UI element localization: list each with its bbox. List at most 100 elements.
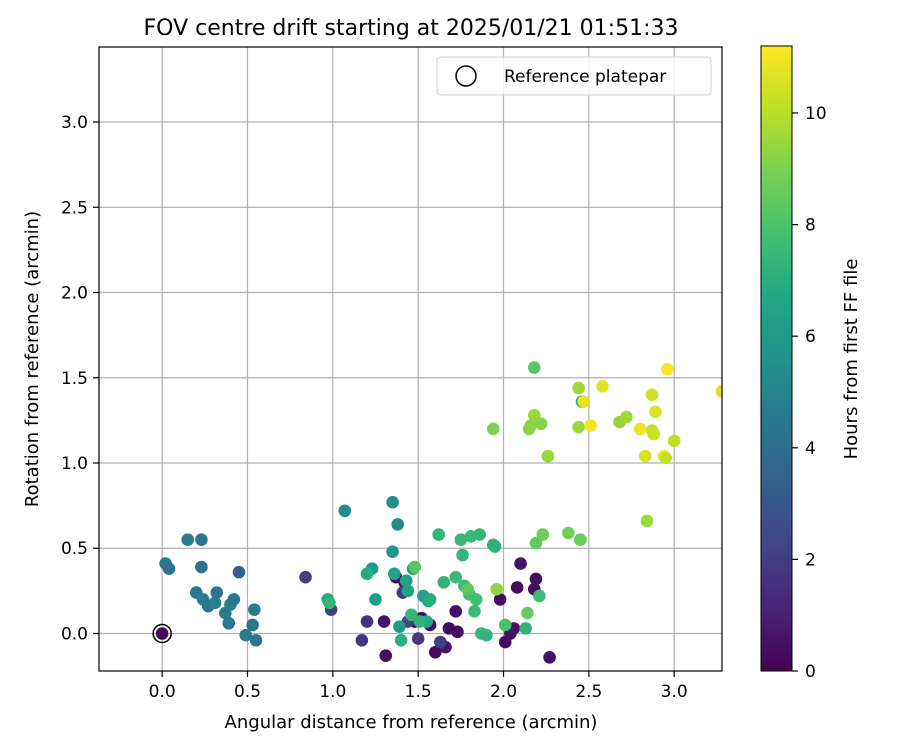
data-point [451, 625, 464, 639]
data-point [490, 582, 503, 596]
data-point [405, 608, 418, 622]
data-point [667, 434, 681, 448]
y-tick-label: 2.5 [61, 198, 88, 218]
legend-box [436, 56, 712, 96]
data-point [461, 582, 474, 596]
data-point [155, 627, 169, 640]
data-point [391, 518, 404, 531]
data-point [493, 593, 507, 606]
data-point [468, 605, 481, 618]
data-point [529, 572, 543, 586]
data-point [232, 565, 246, 579]
chart-title: FOV centre drift starting at 2025/01/21 … [144, 16, 679, 41]
data-point [246, 618, 259, 632]
data-point [379, 649, 393, 662]
data-point [208, 596, 222, 610]
data-point [355, 634, 369, 647]
data-point [659, 451, 672, 465]
colorbar-tick-label: 0 [805, 662, 816, 682]
x-tick-label: 0.0 [149, 682, 176, 702]
data-point [195, 533, 208, 547]
colorbar-label: Hours from first FF file [841, 259, 862, 460]
data-point [521, 606, 534, 620]
data-point [596, 379, 609, 393]
data-point [469, 593, 483, 606]
data-point [533, 589, 546, 603]
y-tick-label: 0.5 [61, 539, 88, 559]
data-point [577, 395, 591, 408]
data-point [510, 581, 524, 594]
data-point [401, 584, 415, 598]
data-point [543, 651, 556, 664]
data-point [423, 593, 437, 606]
data-point [434, 635, 447, 649]
data-point [227, 593, 241, 606]
data-point [480, 628, 493, 642]
data-point [338, 504, 352, 518]
data-point [386, 495, 399, 509]
data-point [534, 417, 548, 431]
colorbar-gradient [760, 45, 793, 672]
grid-lines [99, 47, 722, 671]
data-point [248, 603, 261, 616]
data-point [369, 593, 382, 606]
data-point [584, 419, 597, 432]
data-point [393, 620, 406, 633]
x-tick-label: 0.5 [234, 682, 261, 702]
legend: Reference platepar [436, 56, 712, 96]
data-point [399, 574, 413, 587]
y-axis-ticks: 0.0 0.5 1.0 1.5 2.0 2.5 3.0 [61, 113, 99, 644]
legend-marker-icon [455, 65, 477, 87]
data-point [529, 536, 543, 550]
data-point [645, 388, 659, 402]
data-point [527, 361, 541, 374]
data-point [572, 420, 585, 434]
x-axis-ticks: 0.0 0.5 1.0 1.5 2.0 2.5 3.0 [149, 671, 688, 702]
data-point [239, 628, 253, 642]
data-point [488, 540, 502, 553]
data-point [449, 570, 463, 584]
colorbar-tick-label: 4 [805, 439, 816, 459]
data-point [210, 586, 224, 599]
data-point [195, 560, 208, 574]
data-point [323, 596, 336, 610]
data-point [486, 422, 500, 436]
data-point [661, 362, 674, 376]
x-axis-label: Angular distance from reference (arcmin) [225, 712, 598, 733]
x-tick-label: 2.5 [575, 682, 602, 702]
data-point [498, 618, 512, 632]
data-point [162, 562, 176, 576]
data-point [527, 408, 541, 422]
data-point [572, 381, 585, 395]
reference-marker [152, 623, 172, 644]
y-tick-label: 1.5 [61, 369, 88, 389]
y-axis-label: Rotation from reference (arcmin) [22, 211, 43, 507]
data-point [647, 427, 661, 441]
x-tick-label: 2.0 [490, 682, 517, 702]
x-tick-label: 1.0 [319, 682, 346, 702]
data-point [562, 526, 575, 540]
data-point [514, 557, 527, 570]
colorbar-ticks: 0 2 4 6 8 10 [792, 104, 827, 682]
x-tick-label: 1.5 [405, 682, 432, 702]
data-point [181, 533, 195, 547]
data-point [413, 615, 427, 628]
y-tick-label: 0.0 [61, 624, 88, 644]
data-point [519, 622, 533, 635]
data-point [640, 514, 654, 528]
data-point [360, 567, 374, 581]
data-point [473, 528, 486, 541]
data-point [394, 634, 408, 647]
y-tick-label: 3.0 [61, 113, 88, 133]
data-point [249, 634, 263, 647]
data-point [428, 645, 442, 659]
data-point [536, 528, 550, 541]
data-point [411, 632, 425, 645]
data-point [541, 449, 555, 463]
data-points [155, 361, 722, 664]
y-tick-label: 1.0 [61, 454, 88, 474]
data-point [222, 616, 236, 630]
colorbar-tick-label: 8 [805, 216, 816, 236]
data-point [299, 570, 312, 584]
data-point [715, 385, 722, 398]
